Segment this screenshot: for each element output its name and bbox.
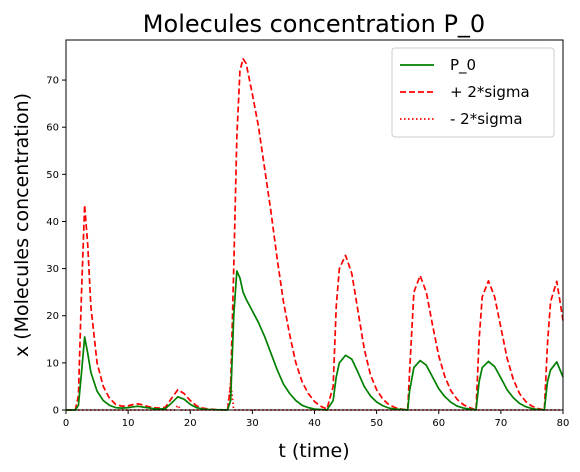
x-tick-label: 80 (557, 418, 570, 429)
y-tick-label: 20 (46, 311, 59, 322)
y-tick-label: 50 (46, 170, 59, 181)
plot-frame (65, 39, 564, 411)
y-axis-ticks: 0 10 20 30 40 50 60 70 (46, 76, 66, 417)
x-axis-ticks: 0 10 20 30 40 50 60 70 80 (63, 410, 570, 429)
legend-box (391, 47, 555, 138)
x-tick-label: 60 (432, 418, 445, 429)
x-tick-label: 20 (184, 418, 197, 429)
x-tick-label: 50 (370, 418, 383, 429)
y-tick-label: 40 (46, 217, 59, 228)
y-tick-label: 10 (46, 358, 59, 369)
series-line-0 (66, 270, 564, 411)
x-tick-label: 70 (495, 418, 508, 429)
legend-label-1: + 2*sigma (450, 83, 530, 101)
x-tick-label: 30 (246, 418, 259, 429)
series-line-2 (66, 380, 563, 411)
y-tick-label: 0 (53, 406, 59, 417)
legend-label-0: P_0 (450, 56, 476, 75)
x-tick-label: 10 (122, 418, 135, 429)
y-axis-label: x (Molecules concentration) (11, 93, 33, 357)
y-tick-label: 30 (46, 264, 59, 275)
x-axis-label: t (time) (278, 440, 349, 462)
series-line-1 (66, 58, 564, 411)
legend: P_0 + 2*sigma - 2*sigma (391, 47, 555, 138)
y-tick-label: 70 (46, 76, 59, 87)
x-tick-label: 40 (308, 418, 321, 429)
x-tick-label: 0 (63, 418, 69, 429)
legend-label-2: - 2*sigma (450, 110, 523, 128)
y-tick-label: 60 (46, 123, 59, 134)
chart-title: Molecules concentration P_0 (143, 10, 485, 38)
plot-area (66, 58, 564, 411)
